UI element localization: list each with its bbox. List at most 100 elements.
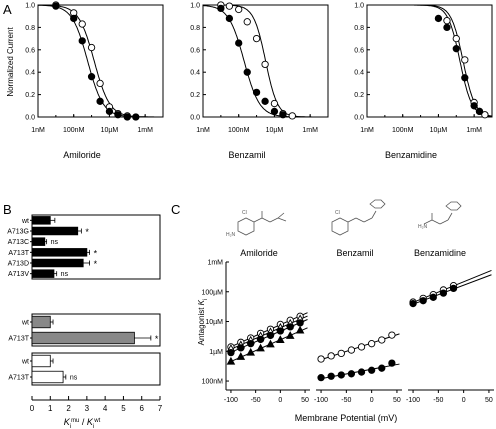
- c-data-point: [378, 364, 386, 372]
- b-bar: [31, 269, 55, 278]
- c-data-point: [286, 323, 294, 331]
- a3-data-point: [452, 45, 460, 53]
- a3-data-point: [461, 74, 469, 82]
- a1-ytick-label: 0.4: [25, 70, 35, 77]
- a1-ytick-label: 1.0: [25, 3, 35, 10]
- a3-ytick-label: 0.6: [354, 47, 364, 54]
- a1-ytick-label: 0.0: [25, 115, 35, 122]
- c-data-point: [367, 366, 376, 374]
- c-data-point: [449, 284, 458, 293]
- b-category-label: wt: [21, 320, 29, 327]
- c-data-point: [367, 340, 376, 348]
- c-data-point: [285, 331, 295, 339]
- b-category-label: A713D: [8, 261, 29, 268]
- a3-xtick-label: 1mM: [466, 127, 482, 134]
- a2-ytick-label: 0.0: [190, 115, 200, 122]
- c-data-point: [409, 299, 417, 308]
- a1-data-point: [87, 43, 96, 52]
- a1-ytick-label: 0.2: [25, 92, 35, 99]
- b-bar: [31, 226, 79, 236]
- a2-xtick-label: 10µM: [266, 127, 284, 134]
- c-compound-benzamil: Benzamil: [336, 248, 373, 258]
- a2-data-point: [270, 107, 279, 116]
- chart-b-ratio-bars: Kimu / Kiwt 0 1 2 3 4 5 6 7 wt A713G * A713C ns A713T…: [7, 214, 163, 429]
- a3-ytick-label: 1.0: [354, 3, 364, 10]
- a2-data-point: [243, 68, 251, 76]
- c-data-point: [266, 339, 275, 348]
- c-xtick-label: 50: [301, 397, 309, 404]
- a2-data-point: [288, 112, 296, 120]
- a3-data-point: [461, 56, 469, 64]
- c-data-point: [237, 344, 245, 352]
- a1-xlabel: Amiloride: [63, 150, 101, 160]
- a2-data-point: [252, 34, 261, 43]
- c-data-point: [295, 325, 305, 334]
- c-data-point: [266, 331, 275, 340]
- c-compound-amiloride: Amiloride: [240, 248, 278, 258]
- b-category-label: A713T: [8, 375, 29, 382]
- c-xtick-label: -100: [406, 397, 420, 404]
- b-significance-mark: *: [94, 259, 98, 269]
- svg-text:Cl: Cl: [242, 210, 247, 216]
- c-xtick-label: 50: [485, 397, 493, 404]
- b-group-frame: [31, 313, 161, 347]
- a3-xtick-label: 100nM: [392, 127, 414, 134]
- c-data-point: [357, 343, 366, 351]
- c-xtick-label: 0: [278, 397, 282, 404]
- b-category-label: A713V: [8, 271, 29, 278]
- a1-ytick-label: 0.6: [25, 47, 35, 54]
- a2-data-point: [225, 14, 234, 23]
- a2-data-point: [252, 88, 261, 97]
- a3-ytick-label: 0.8: [354, 25, 364, 32]
- c-data-point: [378, 336, 386, 344]
- a2-data-point: [235, 5, 243, 14]
- b-category-label: wt: [21, 359, 29, 366]
- a1-data-point: [96, 97, 104, 105]
- c-ytick-label: 100µM: [201, 289, 223, 296]
- panel-label-b: B: [3, 202, 12, 217]
- a1-frame: [37, 4, 164, 118]
- b-category-label: wt: [21, 218, 29, 225]
- c-data-point: [227, 348, 235, 357]
- c-data-point: [419, 297, 427, 305]
- a2-data-point: [279, 111, 287, 119]
- panel-label-c: C: [171, 202, 180, 217]
- b-bar: [31, 315, 51, 329]
- c-data-point: [337, 371, 345, 379]
- c-data-point: [226, 356, 236, 365]
- b-bar: [31, 331, 135, 345]
- c-xtick-label: -50: [341, 397, 351, 404]
- b-xtick-label: 7: [158, 404, 163, 413]
- c-data-point: [317, 374, 325, 382]
- b-xtick-label: 5: [121, 404, 126, 413]
- c-data-point: [317, 355, 325, 363]
- c-data-point: [388, 359, 396, 367]
- c-xlabel: Membrane Potential (mV): [295, 413, 398, 423]
- c-xtick-label: 0: [370, 397, 374, 404]
- c-data-point: [347, 370, 356, 378]
- a2-frame: [202, 4, 329, 118]
- a2-xtick-label: 100nM: [228, 127, 250, 134]
- a3-data-point: [470, 102, 478, 110]
- a1-ytick-label: 0.8: [25, 25, 35, 32]
- a2-data-point: [225, 2, 234, 10]
- c-data-point: [357, 368, 366, 376]
- c-data-point: [276, 327, 285, 335]
- amiloride-structure: Cl H₂N: [226, 210, 287, 238]
- b-xtick-label: 0: [30, 404, 35, 413]
- a1-xtick-label: 1mM: [137, 127, 153, 134]
- a2-data-point: [261, 60, 269, 69]
- a2-ytick-label: 0.2: [190, 92, 200, 99]
- b-bar: [31, 237, 46, 246]
- b-significance-mark: *: [85, 227, 89, 237]
- c-ytick-label: 1µM: [209, 349, 223, 356]
- c-compound-benzamidine: Benzamidine: [414, 248, 466, 258]
- c-data-point: [337, 349, 345, 358]
- a2-data-point: [217, 4, 225, 13]
- chart-a-benzamidine: Benzamidine 0.0 0.2 0.4 0.6 0.8 1.0 1nM 100nM 10…: [354, 3, 493, 160]
- b-xtick-label: 6: [139, 404, 144, 413]
- b-group-frame: [31, 214, 161, 280]
- c-xtick-label: 0: [462, 397, 466, 404]
- a2-ytick-label: 0.6: [190, 47, 200, 54]
